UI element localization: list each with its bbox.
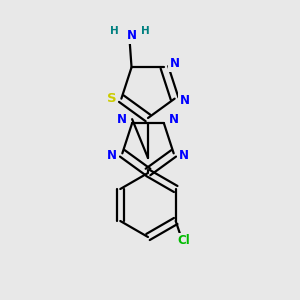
Text: H: H <box>141 26 150 36</box>
Text: N: N <box>169 113 179 126</box>
Text: N: N <box>107 149 117 162</box>
Text: N: N <box>169 57 179 70</box>
Text: N: N <box>127 29 136 42</box>
Text: Cl: Cl <box>177 235 190 248</box>
Text: N: N <box>180 94 190 107</box>
Text: N: N <box>179 149 189 162</box>
Text: H: H <box>110 26 119 36</box>
Text: S: S <box>106 92 116 105</box>
Text: N: N <box>117 113 127 126</box>
